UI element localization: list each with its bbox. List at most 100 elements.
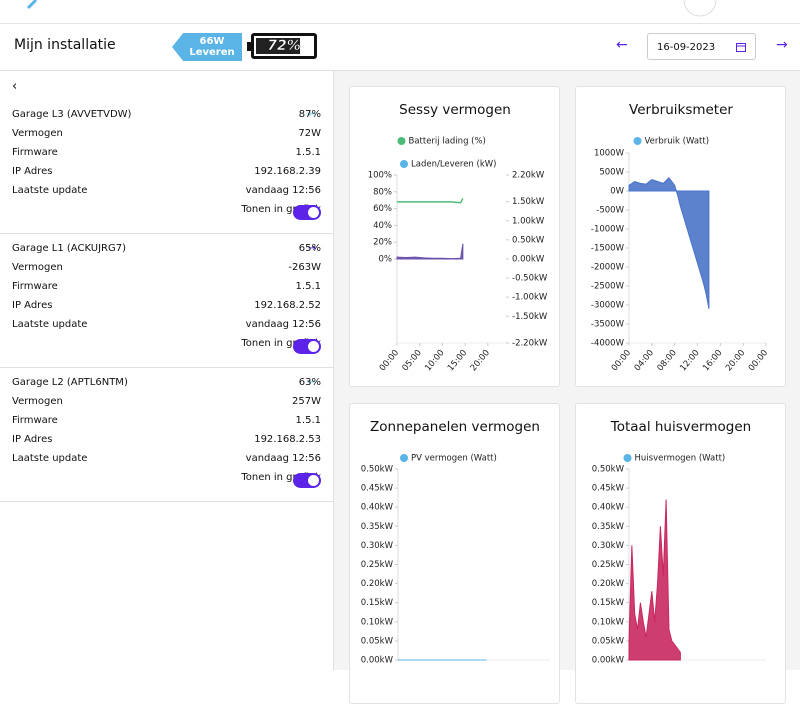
row-value: vandaag 12:56 — [245, 185, 321, 196]
device-row: Firmware 1.5.1 — [12, 281, 321, 297]
charge-percent: 63% — [298, 377, 321, 388]
y-tick-label: 0.40kW — [592, 503, 625, 513]
x-tick-label: 20:00 — [724, 348, 747, 373]
y-tick-label: 0.20kW — [361, 579, 394, 589]
device-row: Firmware 1.5.1 — [12, 415, 321, 431]
y-tick-label: 0.25kW — [592, 560, 625, 570]
y-tick-label: 0.25kW — [361, 560, 394, 570]
y-tick-label: 0.20kW — [592, 579, 625, 589]
badge-power: 66W — [199, 36, 225, 47]
y-tick-label: 0.00kW — [592, 656, 625, 666]
row-label: Vermogen — [12, 262, 63, 273]
device-row: Laatste update vandaag 12:56 — [12, 319, 321, 335]
chart-card: Totaal huisvermogen 0.50kW 0.45kW 0.40kW 0.3… — [575, 403, 786, 704]
battery: 72% — [247, 33, 317, 59]
page-title: Mijn installatie — [14, 37, 116, 53]
graph-toggle[interactable] — [293, 339, 321, 354]
series-area — [628, 176, 710, 309]
y2-tick-label: -0.50kW — [512, 274, 548, 284]
next-day[interactable]: → — [776, 37, 788, 53]
row-label: Laatste update — [12, 453, 88, 464]
direction-arrow: → — [307, 243, 316, 254]
chart: Zonnepanelen vermogen 0.50kW 0.45kW 0.40kW 0… — [361, 419, 550, 666]
y-tick-label: -4000W — [591, 339, 625, 349]
direction-arrow: ← — [307, 109, 316, 120]
y-tick-label: 0.10kW — [592, 617, 625, 627]
legend-label: Huisvermogen (Watt) — [635, 454, 726, 464]
row-value: 192.168.2.39 — [254, 166, 321, 177]
device-charge: ← 63% — [299, 377, 321, 388]
row-value: 1.5.1 — [295, 281, 321, 292]
device-row: Tonen in grafiek — [12, 472, 321, 488]
chart: Verbruiksmeter 1000W 500W 0W -500W -1000W -150… — [591, 102, 770, 373]
y-tick-label: -2500W — [591, 282, 625, 292]
y-tick-label: 0.35kW — [361, 522, 394, 532]
legend-label: Laden/Leveren (kW) — [411, 160, 496, 170]
y-tick-label: 1000W — [594, 149, 625, 159]
legend-marker — [633, 137, 642, 145]
row-value: 192.168.2.53 — [254, 434, 321, 445]
legend-label: PV vermogen (Watt) — [411, 454, 497, 464]
graph-toggle[interactable] — [293, 473, 321, 488]
direction-arrow: ← — [307, 377, 316, 388]
top-bar — [0, 0, 800, 24]
y-tick-label: 0.45kW — [592, 484, 625, 494]
row-label: Laatste update — [12, 319, 88, 330]
row-value: 72W — [298, 128, 321, 139]
legend-item: Verbruik (Watt) — [633, 137, 709, 147]
x-tick-label: 08:00 — [655, 348, 678, 373]
top-icons — [26, 0, 717, 17]
row-label: Vermogen — [12, 396, 63, 407]
device-row: Laatste update vandaag 12:56 — [12, 453, 321, 469]
graph-toggle[interactable] — [293, 205, 321, 220]
y-tick-label: 40% — [373, 221, 392, 231]
y-tick-label: 0.15kW — [361, 598, 394, 608]
chart-title: Sessy vermogen — [399, 102, 511, 118]
device: Garage L1 (ACKUJRG7) → 65% Vermogen -263W Fir… — [0, 233, 333, 368]
x-tick-label: 12:00 — [678, 348, 701, 373]
y-tick-label: 500W — [599, 168, 624, 178]
y-tick-label: 0.35kW — [592, 522, 625, 532]
y-tick-label: 0.30kW — [592, 541, 625, 551]
y2-tick-label: 2.20kW — [512, 171, 545, 181]
y-tick-label: 0.05kW — [592, 636, 625, 646]
legend-item: Laden/Leveren (kW) — [400, 160, 496, 170]
legend-item: PV vermogen (Watt) — [400, 454, 497, 464]
y-tick-label: -500W — [596, 206, 624, 216]
device-name: Garage L1 (ACKUJRG7) — [12, 243, 126, 254]
row-label: Laatste update — [12, 185, 88, 196]
legend-item: Huisvermogen (Watt) — [623, 454, 726, 464]
charts-panel: Sessy vermogen 100% 80% 60% 40% 20% 0% 2.20kW 1.… — [334, 71, 800, 704]
device-row: Vermogen -263W — [12, 262, 321, 278]
y-tick-label: 0.50kW — [592, 465, 625, 475]
device-row: IP Adres 192.168.2.53 — [12, 434, 321, 450]
row-value: -263W — [288, 262, 321, 273]
row-label: Vermogen — [12, 128, 63, 139]
y2-tick-label: -1.50kW — [512, 312, 548, 322]
device-row: Laatste update vandaag 12:56 — [12, 185, 321, 201]
power-badge: 66W Leveren — [172, 33, 242, 61]
x-tick-label: 00:00 — [747, 348, 770, 373]
legend-item: Batterij lading (%) — [397, 137, 486, 147]
row-label: Firmware — [12, 147, 58, 158]
toggle-label: Tonen in grafiek — [241, 338, 321, 349]
date-picker[interactable]: 16-09-2023 — [647, 33, 756, 60]
device-header: Garage L3 (AVVETVDW) ← 87% — [12, 109, 321, 125]
device-panel: ‹ Garage L3 (AVVETVDW) ← 87% Vermogen 72W Fir… — [0, 71, 334, 670]
y2-tick-label: -2.20kW — [512, 339, 548, 349]
y2-tick-label: 0.50kW — [512, 235, 545, 245]
y2-tick-label: 0.00kW — [512, 255, 545, 265]
legend-label: Batterij lading (%) — [409, 137, 486, 147]
prev-day[interactable]: ← — [616, 37, 628, 53]
device-row: Vermogen 72W — [12, 128, 321, 144]
x-tick-label: 00:00 — [378, 348, 401, 373]
legend-marker — [623, 454, 632, 462]
row-label: Firmware — [12, 415, 58, 426]
y-tick-label: 0.05kW — [361, 636, 394, 646]
y-tick-label: 0% — [379, 255, 393, 265]
back-button[interactable]: ‹ — [12, 79, 18, 94]
y-tick-label: 0.50kW — [361, 465, 394, 475]
charge-percent: 65% — [298, 243, 321, 254]
calendar-icon — [736, 43, 746, 52]
